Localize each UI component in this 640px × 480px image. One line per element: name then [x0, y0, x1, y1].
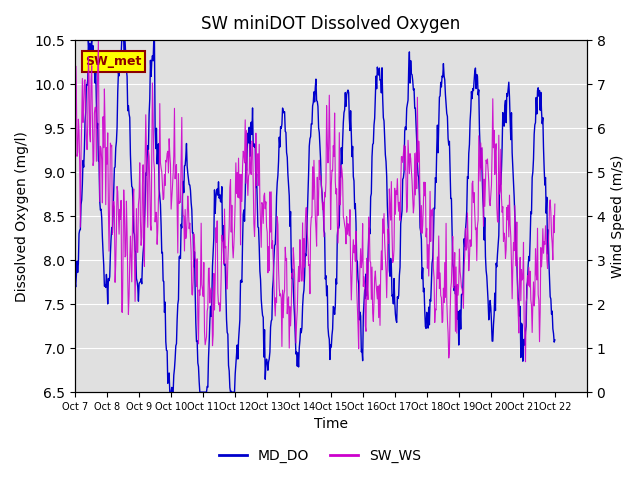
Title: SW miniDOT Dissolved Oxygen: SW miniDOT Dissolved Oxygen [202, 15, 461, 33]
Y-axis label: Wind Speed (m/s): Wind Speed (m/s) [611, 155, 625, 278]
X-axis label: Time: Time [314, 418, 348, 432]
Text: SW_met: SW_met [85, 55, 141, 68]
Y-axis label: Dissolved Oxygen (mg/l): Dissolved Oxygen (mg/l) [15, 131, 29, 301]
Legend: MD_DO, SW_WS: MD_DO, SW_WS [214, 443, 426, 468]
